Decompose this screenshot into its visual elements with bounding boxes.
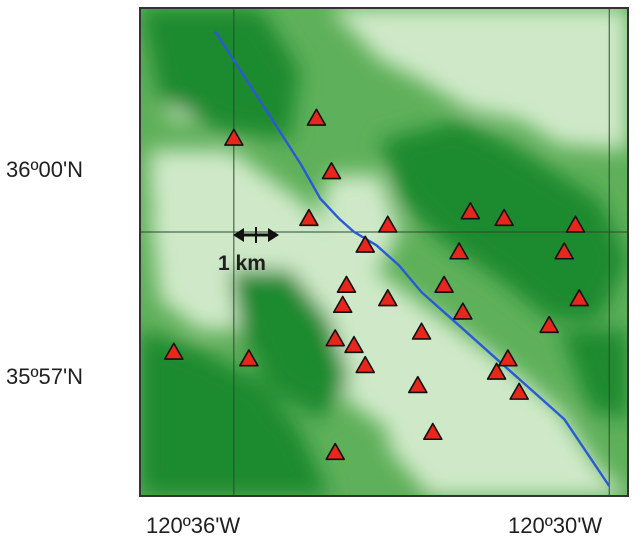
station-marker (299, 208, 319, 227)
station-marker (565, 215, 586, 233)
station-marker (306, 108, 327, 126)
station-marker (554, 242, 574, 260)
station-marker (539, 315, 559, 334)
lon-label-east: 120º30'W (508, 513, 603, 538)
station-marker (453, 302, 473, 320)
lon-label-west: 120º36'W (146, 513, 241, 538)
station-marker (407, 375, 428, 394)
map-frame (139, 7, 629, 497)
station-marker (486, 362, 507, 380)
station-marker (434, 275, 454, 293)
station-marker (355, 235, 376, 253)
fault-trace-line (214, 30, 611, 487)
station-marker (377, 215, 398, 233)
station-marker (239, 349, 259, 367)
station-marker (422, 422, 443, 441)
station-marker (163, 342, 184, 360)
station-marker (325, 442, 346, 461)
station-markers (163, 108, 590, 461)
lat-label-south: 35º57'N (6, 364, 84, 389)
station-marker (224, 128, 244, 146)
station-marker (325, 329, 346, 347)
scale-label: 1 km (218, 252, 266, 275)
lat-label-north: 36º00'N (6, 157, 84, 182)
station-marker (449, 242, 469, 260)
station-marker (332, 295, 353, 314)
station-marker (460, 202, 481, 220)
scale-arrow (233, 227, 279, 243)
station-marker (344, 335, 364, 354)
station-marker (355, 355, 376, 374)
station-marker (569, 288, 590, 307)
station-marker (509, 382, 529, 400)
station-marker (411, 322, 432, 340)
station-marker (498, 349, 518, 367)
station-marker (321, 161, 342, 180)
station-marker (494, 208, 514, 227)
station-marker (336, 275, 357, 293)
station-marker (377, 288, 398, 307)
